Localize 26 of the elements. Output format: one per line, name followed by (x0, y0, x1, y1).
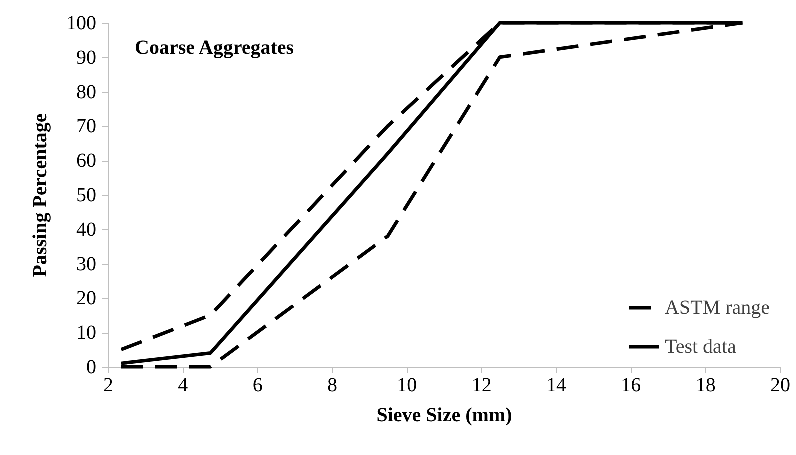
y-axis-title: Passing Percentage (30, 114, 52, 278)
x-tick-label: 6 (252, 374, 263, 396)
x-tick-label: 10 (397, 374, 418, 396)
y-tick-label: 70 (76, 116, 96, 138)
y-tick-label: 90 (76, 46, 96, 69)
legend-label: Test data (665, 336, 736, 358)
x-tick-label: 16 (621, 374, 642, 396)
y-tick-label: 50 (76, 184, 96, 206)
y-tick-label: 80 (76, 81, 96, 104)
y-tick-label: 0 (86, 356, 96, 378)
y-tick-label: 100 (66, 12, 96, 34)
y-tick-label: 30 (76, 253, 96, 276)
x-tick-label: 18 (696, 374, 716, 396)
x-tick-label: 4 (178, 374, 188, 396)
y-tick-label: 40 (76, 218, 96, 241)
x-tick-label: 2 (104, 374, 114, 396)
x-tick-label: 20 (770, 374, 790, 396)
x-tick-label: 14 (546, 374, 566, 396)
y-tick-label: 60 (76, 150, 96, 172)
y-tick-label: 10 (76, 322, 96, 344)
y-tick-label: 20 (76, 288, 96, 310)
legend-label: ASTM range (665, 297, 770, 319)
text: Coarse Aggregates (135, 37, 294, 59)
x-tick-label: 8 (328, 374, 338, 396)
x-axis-title: Sieve Size (mm) (376, 404, 512, 426)
x-tick-label: 12 (472, 374, 492, 396)
